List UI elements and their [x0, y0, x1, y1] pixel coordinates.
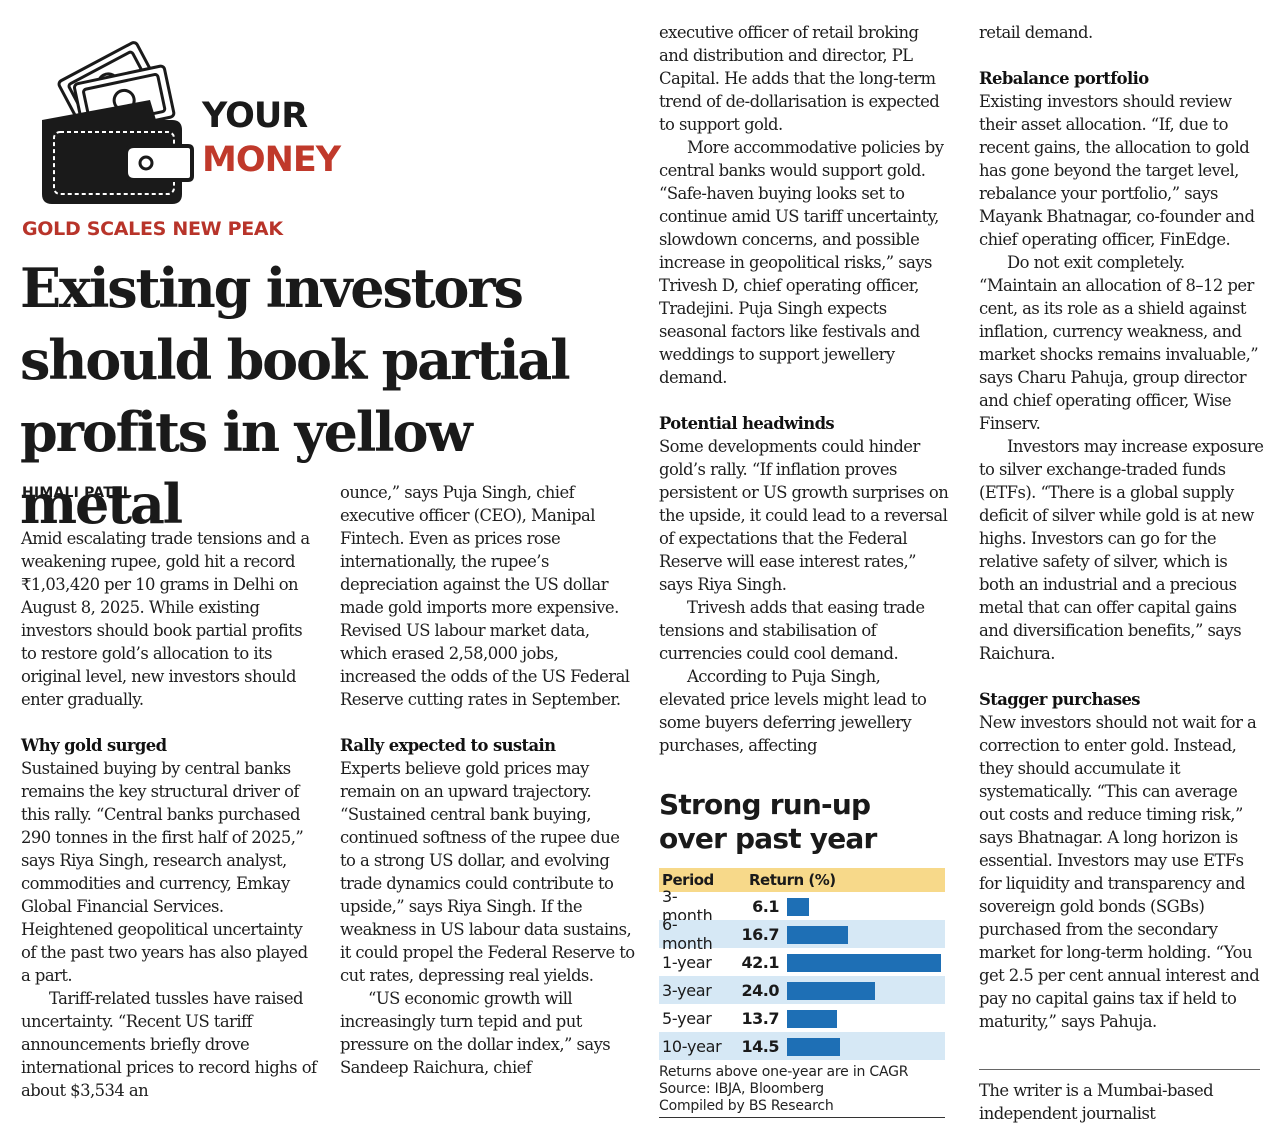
- section-brand: YOUR MONEY: [202, 94, 341, 182]
- subhead-potential-headwinds: Potential headwinds: [659, 414, 835, 433]
- chart-bar: [787, 982, 875, 1000]
- chart-row: 1-year 42.1: [659, 948, 945, 976]
- subhead-why-gold-surged: Why gold surged: [21, 736, 167, 755]
- paragraph: New investors should not wait for a corr…: [979, 713, 1260, 1031]
- article-column-1: Amid escalating trade tensions and a wea…: [21, 527, 317, 1102]
- chart-period-label: 5-year: [662, 1008, 712, 1028]
- chart-value-label: 42.1: [741, 952, 780, 972]
- subhead-stagger-purchases: Stagger purchases: [979, 690, 1141, 709]
- paragraph: According to Puja Singh, elevated price …: [659, 667, 927, 755]
- footer-rule: [979, 1069, 1260, 1070]
- chart-table: Period Return (%) 3-month 6.1 6-month 16.7 1…: [659, 868, 945, 1060]
- article-byline: HIMALI PATEL: [22, 485, 132, 501]
- paragraph: Trivesh adds that easing trade tensions …: [659, 598, 925, 663]
- subhead-rally-expected: Rally expected to sustain: [340, 736, 556, 755]
- brand-line-1: YOUR: [202, 96, 308, 136]
- article-headline: Existing investors should book partial p…: [20, 256, 571, 536]
- paragraph: More accommodative policies by central b…: [659, 138, 944, 387]
- paragraph: Sustained buying by central banks remain…: [21, 759, 308, 985]
- chart-notes: Returns above one-year are in CAGR Sourc…: [659, 1064, 945, 1115]
- chart-header-period: Period: [662, 871, 714, 889]
- chart-value-label: 6.1: [752, 896, 779, 916]
- wallet-with-cash-icon: [22, 34, 194, 210]
- paragraph: Experts believe gold prices may remain o…: [340, 759, 635, 985]
- chart-period-label: 6-month: [662, 915, 713, 953]
- chart-value-label: 14.5: [741, 1036, 780, 1056]
- chart-header-row: Period Return (%): [659, 868, 945, 892]
- chart-value-label: 16.7: [741, 924, 780, 944]
- paragraph: Do not exit completely. “Maintain an all…: [979, 253, 1259, 433]
- article-column-3: executive officer of retail broking and …: [659, 21, 949, 757]
- paragraph: retail demand.: [979, 23, 1093, 42]
- writer-note: The writer is a Mumbai-based independent…: [979, 1081, 1214, 1123]
- brand-line-2: MONEY: [202, 140, 341, 180]
- chart-note-compiled: Compiled by BS Research: [659, 1098, 834, 1114]
- chart-bar: [787, 1038, 840, 1056]
- chart-row: 5-year 13.7: [659, 1004, 945, 1032]
- chart-bottom-rule: [659, 1117, 945, 1118]
- chart-row: 6-month 16.7: [659, 915, 945, 953]
- chart-value-label: 24.0: [741, 980, 780, 1000]
- paragraph: Some developments could hinder gold’s ra…: [659, 437, 949, 594]
- chart-bar: [787, 954, 941, 972]
- paragraph: ounce,” says Puja Singh, chief executive…: [340, 483, 630, 709]
- chart-header-return: Return (%): [749, 871, 836, 889]
- chart-bar: [787, 926, 848, 944]
- chart-period-label: 1-year: [662, 952, 712, 972]
- chart-row: 10-year 14.5: [659, 1032, 945, 1060]
- chart-period-label: 3-year: [662, 980, 712, 1000]
- paragraph: Amid escalating trade tensions and a wea…: [21, 529, 310, 709]
- article-column-4: retail demand. Rebalance portfolio Exist…: [979, 21, 1264, 1033]
- chart-note-source: Source: IBJA, Bloomberg: [659, 1081, 824, 1097]
- chart-title: Strong run-up over past year: [659, 788, 877, 855]
- chart-value-label: 13.7: [741, 1008, 780, 1028]
- article-column-2: ounce,” says Puja Singh, chief executive…: [340, 481, 636, 1079]
- chart-bar: [787, 1010, 837, 1028]
- chart-bar: [787, 898, 809, 916]
- paragraph: executive officer of retail broking and …: [659, 23, 940, 134]
- chart-row: 3-year 24.0: [659, 976, 945, 1004]
- paragraph: Tariff-related tussles have raised uncer…: [21, 989, 317, 1100]
- subhead-rebalance-portfolio: Rebalance portfolio: [979, 69, 1149, 88]
- chart-rows: 3-month 6.1 6-month 16.7 1-year 42.1 3-year 24.…: [659, 887, 945, 1060]
- paragraph: Investors may increase exposure to silve…: [979, 437, 1264, 663]
- paragraph: “US economic growth will increasingly tu…: [340, 989, 611, 1077]
- chart-note-cagr: Returns above one-year are in CAGR: [659, 1064, 909, 1080]
- chart-period-label: 10-year: [662, 1036, 722, 1056]
- returns-chart: Strong run-up over past year Period Retu…: [659, 788, 945, 1118]
- article-kicker: GOLD SCALES NEW PEAK: [22, 218, 283, 240]
- paragraph: Existing investors should review their a…: [979, 92, 1255, 249]
